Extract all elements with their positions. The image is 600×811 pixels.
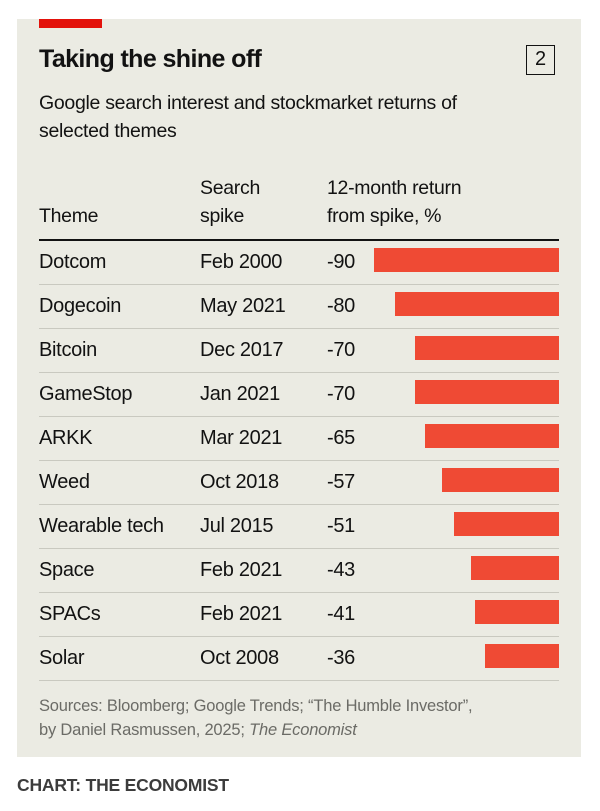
economist-red-tag (39, 19, 102, 28)
sources-line-2: by Daniel Rasmussen, 2025; The Economist (39, 718, 472, 742)
return-bar (470, 556, 559, 580)
table-row: Solar Oct 2008 -36 (39, 637, 559, 681)
cell-return-value: -43 (327, 559, 356, 581)
table-row: Space Feb 2021 -43 (39, 549, 559, 593)
column-header-return: 12-month return from spike, % (327, 174, 462, 230)
column-header-search-spike-line2: spike (200, 205, 245, 227)
column-header-theme: Theme (39, 205, 99, 227)
chart-number-badge: 2 (526, 45, 555, 75)
cell-search-spike: Jan 2021 (200, 383, 280, 405)
return-bar (374, 248, 559, 272)
row-divider (39, 503, 559, 505)
cell-search-spike: Oct 2018 (200, 471, 279, 493)
table-row: ARKK Mar 2021 -65 (39, 417, 559, 461)
cell-search-spike: Dec 2017 (200, 339, 284, 361)
table-row: Bitcoin Dec 2017 -70 (39, 329, 559, 373)
table-row: SPACs Feb 2021 -41 (39, 593, 559, 637)
row-divider (39, 635, 559, 637)
cell-theme: Weed (39, 471, 90, 493)
cell-theme: Dogecoin (39, 295, 122, 317)
sources-note: Sources: Bloomberg; Google Trends; “The … (39, 694, 473, 742)
row-divider (39, 679, 559, 681)
cell-theme: Bitcoin (39, 339, 97, 361)
cell-return-value: -41 (327, 603, 356, 625)
table-row: Weed Oct 2018 -57 (39, 461, 559, 505)
row-divider (39, 371, 559, 373)
cell-search-spike: Jul 2015 (200, 515, 274, 537)
return-bar (394, 292, 559, 316)
sources-line-2-text: by Daniel Rasmussen, 2025; (39, 721, 250, 739)
cell-return-value: -57 (327, 471, 356, 493)
return-bar (485, 644, 559, 668)
cell-search-spike: Feb 2000 (200, 251, 283, 273)
cell-theme: Wearable tech (39, 515, 164, 537)
return-bar (441, 468, 559, 492)
header-rule (39, 239, 559, 241)
cell-search-spike: May 2021 (200, 295, 286, 317)
cell-return-value: -51 (327, 515, 356, 537)
table-row: Dogecoin May 2021 -80 (39, 285, 559, 329)
cell-return-value: -70 (327, 339, 356, 361)
chart-credit: CHART: THE ECONOMIST (17, 775, 229, 795)
row-divider (39, 327, 559, 329)
table-row: GameStop Jan 2021 -70 (39, 373, 559, 417)
cell-search-spike: Feb 2021 (200, 559, 283, 581)
return-bar (474, 600, 559, 624)
return-bar (425, 424, 559, 448)
cell-theme: GameStop (39, 383, 133, 405)
column-header-search-spike-line1: Search (200, 177, 260, 199)
cell-search-spike: Mar 2021 (200, 427, 283, 449)
return-bar (415, 380, 559, 404)
column-header-search-spike: Search spike (200, 174, 280, 230)
row-divider (39, 459, 559, 461)
cell-theme: SPACs (39, 603, 101, 625)
column-header-return-line2: from spike, % (327, 205, 442, 227)
chart-panel: Taking the shine off 2 Google search int… (17, 19, 581, 757)
return-bar (415, 336, 559, 360)
return-bar (454, 512, 559, 536)
row-divider (39, 415, 559, 417)
cell-return-value: -70 (327, 383, 356, 405)
chart-title: Taking the shine off (39, 45, 262, 73)
cell-search-spike: Oct 2008 (200, 647, 279, 669)
sources-publication: The Economist (249, 721, 357, 739)
table-row: Wearable tech Jul 2015 -51 (39, 505, 559, 549)
cell-theme: Space (39, 559, 95, 581)
cell-theme: Solar (39, 647, 85, 669)
row-divider (39, 591, 559, 593)
cell-return-value: -36 (327, 647, 356, 669)
cell-search-spike: Feb 2021 (200, 603, 283, 625)
cell-return-value: -90 (327, 251, 356, 273)
sources-line-1: Sources: Bloomberg; Google Trends; “The … (39, 697, 473, 715)
row-divider (39, 283, 559, 285)
cell-theme: ARKK (39, 427, 93, 449)
chart-subtitle: Google search interest and stockmarket r… (39, 92, 457, 142)
cell-return-value: -65 (327, 427, 356, 449)
column-header-return-line1: 12-month return (327, 177, 462, 199)
cell-return-value: -80 (327, 295, 356, 317)
cell-theme: Dotcom (39, 251, 107, 273)
row-divider (39, 547, 559, 549)
table-row: Dotcom Feb 2000 -90 (39, 241, 559, 285)
